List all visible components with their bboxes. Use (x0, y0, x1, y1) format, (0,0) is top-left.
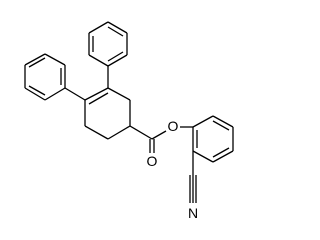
molecule: O O N (24, 21, 234, 221)
bonds (24, 21, 234, 203)
atom-label: O (168, 118, 179, 134)
atom-label: O (147, 153, 158, 169)
atom-label: N (188, 205, 198, 221)
